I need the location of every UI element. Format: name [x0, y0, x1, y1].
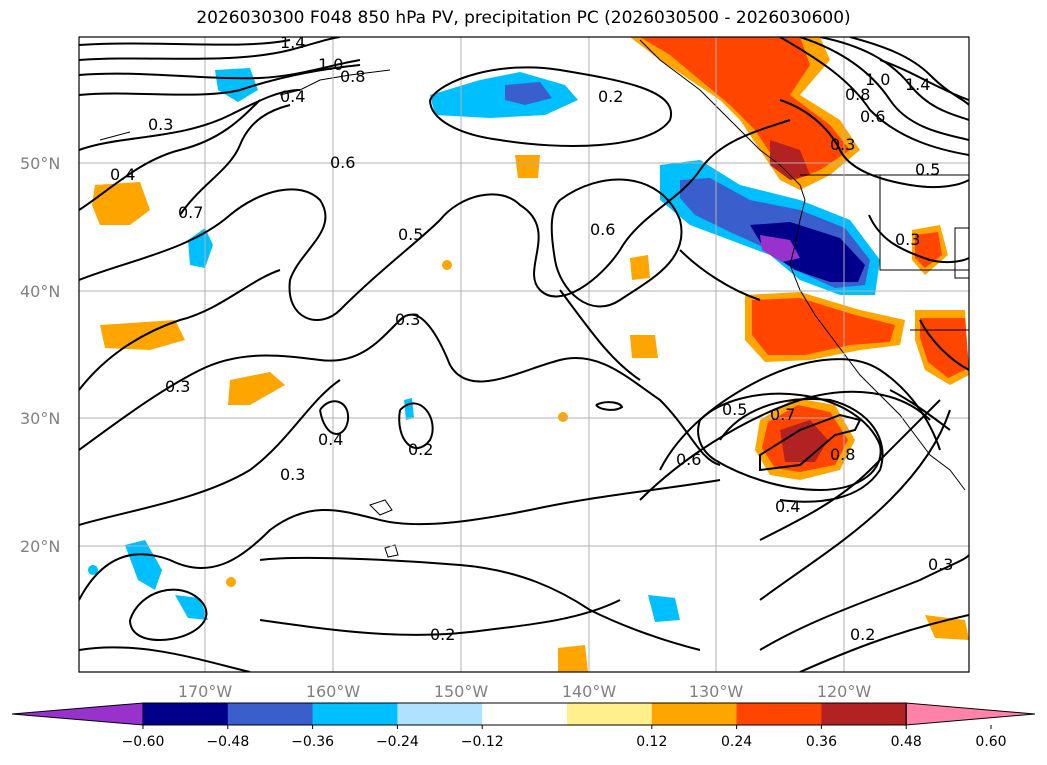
colorbar-tick-label: −0.24 [376, 734, 419, 750]
colorbar-extend-high [905, 702, 1036, 726]
contour-label: 1.0 [865, 70, 890, 89]
lon-label: 160°W [306, 682, 361, 701]
lat-label: 40°N [20, 282, 60, 301]
contour-label: 0.5 [722, 400, 747, 419]
contour-label: 0.3 [928, 555, 953, 574]
colorbar-outline [142, 702, 907, 726]
colorbar-cell [651, 703, 738, 725]
contour-label: 0.2 [598, 87, 623, 106]
colorbar-tick-label: −0.48 [206, 734, 249, 750]
map-title: 2026030300 F048 850 hPa PV, precipitatio… [196, 8, 851, 28]
colorbar-tick-label: −0.36 [291, 734, 334, 750]
colorbar-cell [567, 703, 653, 725]
colorbar-extend-low [11, 702, 144, 726]
contour-label: 0.5 [915, 160, 940, 179]
colorbar: −0.60 −0.48 −0.36 −0.24 −0.12 0.12 0.24 0.36 0.4… [11, 702, 1036, 750]
longitude-labels: 170°W 160°W 150°W 140°W 130°W 120°W [178, 682, 872, 701]
precip-shading [88, 37, 969, 672]
contour-label: 0.6 [860, 107, 885, 126]
colorbar-cell [312, 703, 398, 725]
lon-label: 170°W [178, 682, 233, 701]
contour-label: 0.2 [408, 440, 433, 459]
lon-label: 150°W [434, 682, 489, 701]
contour-label: 0.3 [395, 310, 420, 329]
lat-label: 30°N [20, 409, 60, 428]
lon-label: 130°W [689, 682, 744, 701]
latitude-labels: 50°N 40°N 30°N 20°N [20, 154, 60, 556]
contour-label: 0.8 [830, 445, 855, 464]
lon-label: 120°W [817, 682, 872, 701]
contour-label: 1.4 [280, 33, 305, 52]
colorbar-cell [143, 703, 229, 725]
contour-label: 0.3 [148, 115, 173, 134]
lat-label: 20°N [20, 537, 60, 556]
colorbar-tick-label: 0.12 [636, 734, 667, 750]
contour-label: 0.5 [398, 225, 423, 244]
contour-label: 0.3 [895, 230, 920, 249]
contour-label: 0.4 [775, 497, 800, 516]
contour-label: 1.0 [318, 55, 343, 74]
colorbar-tick-label: 0.60 [975, 734, 1006, 750]
colorbar-tick-label: 0.48 [891, 734, 922, 750]
colorbar-cell [227, 703, 314, 725]
colorbar-cell [736, 703, 822, 725]
contour-label: 1.4 [905, 75, 930, 94]
graticule [79, 37, 969, 672]
colorbar-cells [11, 702, 1036, 726]
lon-label: 140°W [562, 682, 617, 701]
contour-labels: 1.4 1.0 0.8 0.4 0.3 0.4 0.7 0.6 0.5 0.6 … [110, 33, 953, 644]
contour-label: 0.3 [830, 135, 855, 154]
contour-label: 0.8 [845, 85, 870, 104]
contour-label: 0.6 [590, 220, 615, 239]
pv-contours [79, 37, 969, 672]
contour-label: 0.3 [165, 377, 190, 396]
contour-label: 0.8 [340, 67, 365, 86]
map-frame [78, 36, 970, 673]
contour-label: 0.7 [770, 405, 795, 424]
contour-label: 0.4 [318, 430, 343, 449]
colorbar-tick-label: −0.60 [122, 734, 165, 750]
colorbar-tick-label: 0.24 [721, 734, 752, 750]
contour-label: 0.6 [330, 153, 355, 172]
colorbar-cell [482, 703, 568, 725]
contour-label: 0.2 [850, 625, 875, 644]
contour-label: 0.2 [430, 625, 455, 644]
lat-label: 50°N [20, 154, 60, 173]
contour-label: 0.3 [280, 465, 305, 484]
colorbar-tick-label: 0.36 [806, 734, 837, 750]
colorbar-ticks: −0.60 −0.48 −0.36 −0.24 −0.12 0.12 0.24 0.36 0.4… [122, 725, 1007, 750]
contour-label: 0.4 [280, 87, 305, 106]
colorbar-cell [397, 703, 483, 725]
colorbar-cell [821, 703, 907, 725]
colorbar-tick-label: −0.12 [461, 734, 504, 750]
contour-label: 0.4 [110, 165, 135, 184]
contour-label: 0.7 [178, 203, 203, 222]
contour-label: 0.6 [676, 450, 701, 469]
